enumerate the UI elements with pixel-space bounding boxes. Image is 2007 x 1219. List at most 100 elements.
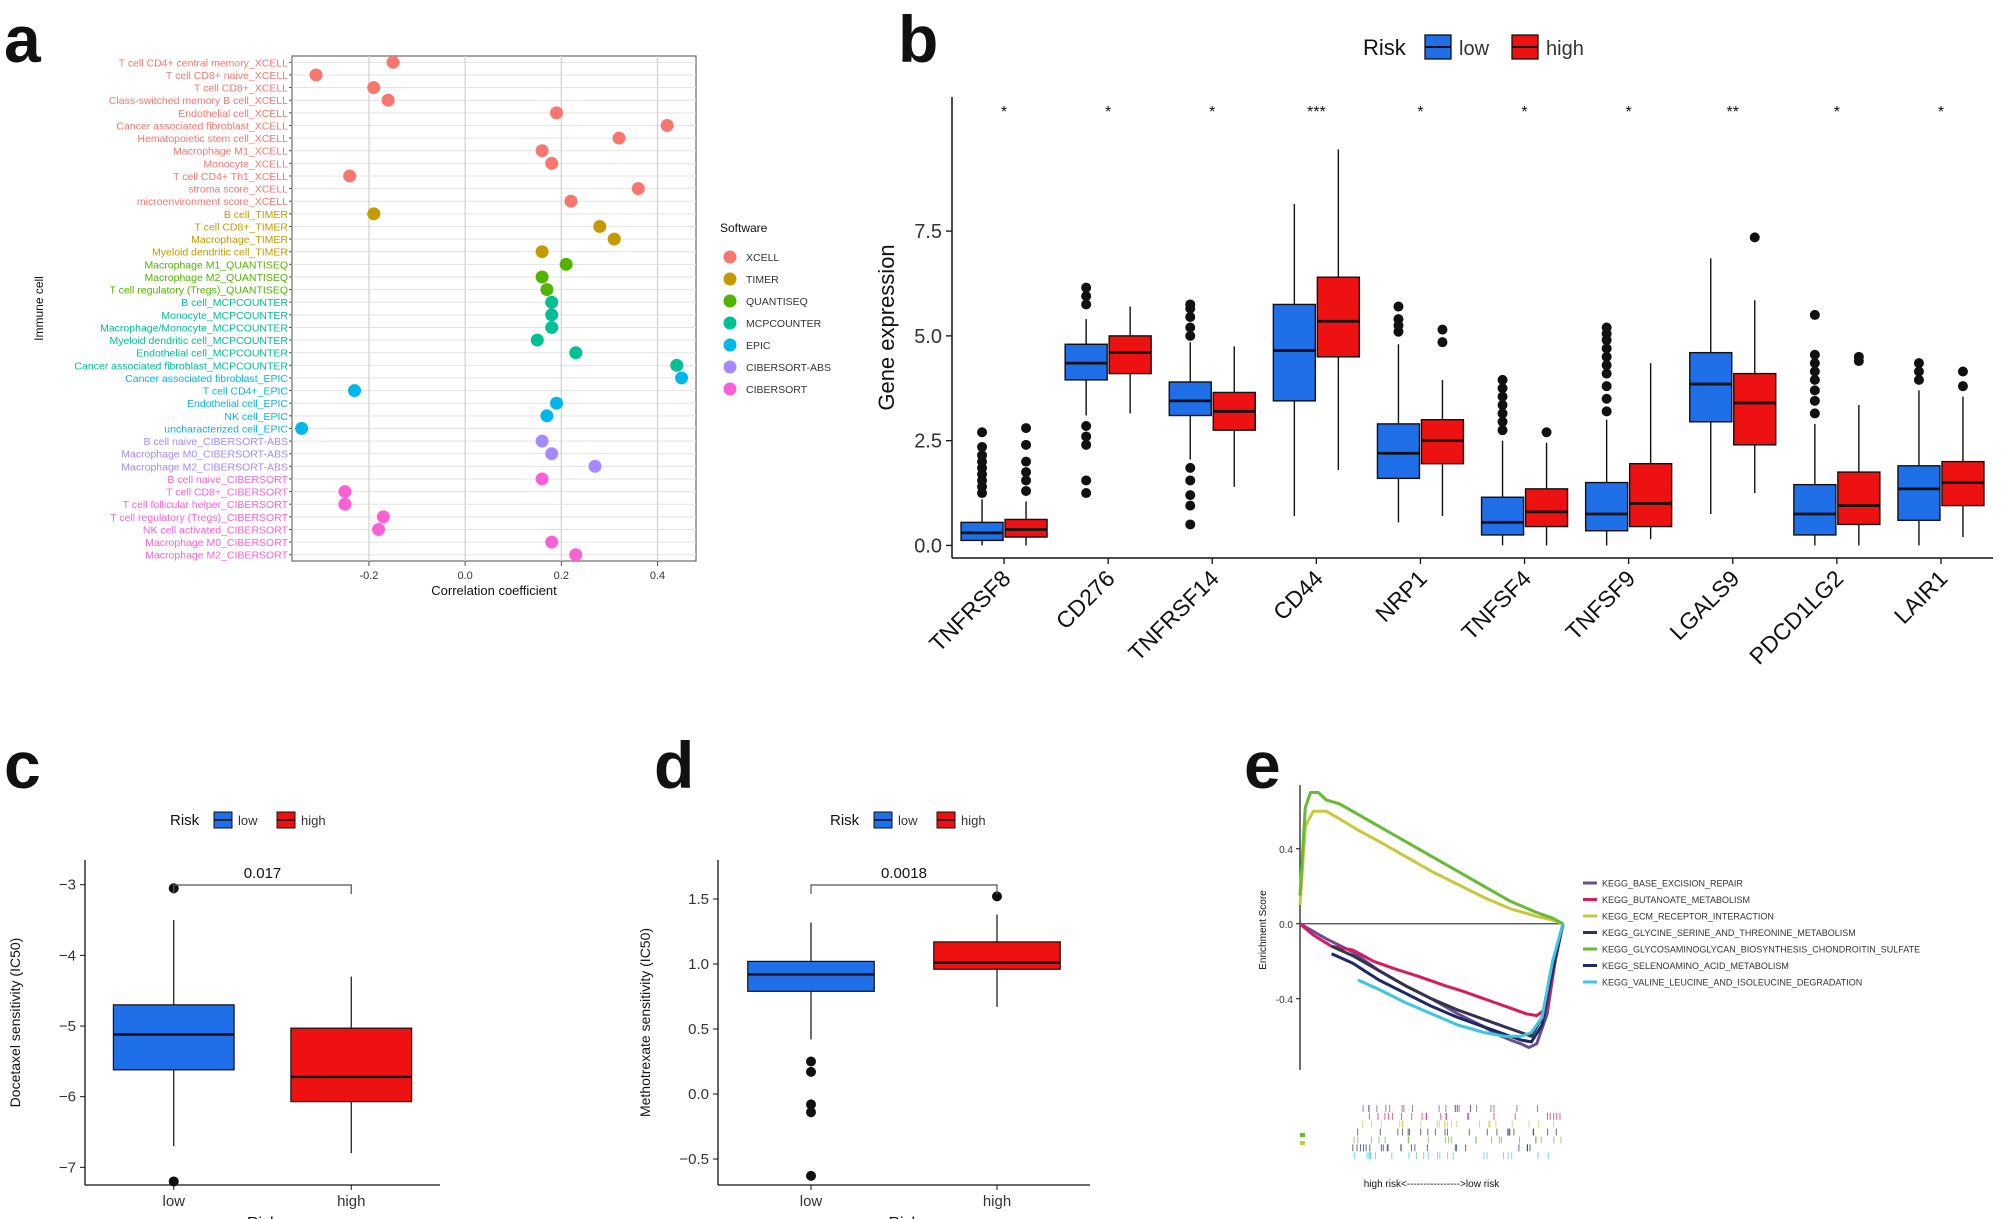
legend-key-high (1511, 34, 1539, 60)
y-tick-label: T cell regulatory (Tregs)_QUANTISEQ (109, 285, 288, 297)
outlier-point (1601, 343, 1612, 354)
legend-key-low (1424, 34, 1452, 60)
outlier-point (1809, 395, 1820, 406)
outlier-point (1809, 358, 1820, 369)
y-tick-label: Macrophage M2_CIBERSORT (145, 550, 288, 562)
data-point (338, 485, 352, 499)
data-point (367, 81, 381, 95)
legend-label: KEGG_GLYCINE_SERINE_AND_THREONINE_METABO… (1602, 928, 1856, 938)
legend-label: TIMER (746, 274, 779, 286)
panel-label-e: e (1244, 728, 1281, 802)
panel-label-c: c (4, 728, 41, 802)
outlier-point (1081, 282, 1092, 293)
outlier-point (1497, 391, 1508, 402)
y-tick-label: 5.0 (914, 326, 942, 348)
y-tick-label: −6 (59, 1089, 76, 1106)
legend-label: low (238, 813, 258, 828)
box (1316, 276, 1361, 358)
y-tick-label: Endothelial cell_EPIC (187, 398, 288, 410)
outlier-point (806, 1056, 816, 1067)
y-tick-label: uncharacterized cell_EPIC (164, 423, 288, 435)
data-point (386, 55, 400, 69)
p-value-label: 0.0018 (881, 865, 927, 882)
y-tick-label: 0.0 (688, 1086, 709, 1103)
x-tick-label: high (983, 1193, 1011, 1210)
outlier-point (1601, 381, 1612, 392)
y-tick-label: B cell_TIMER (224, 209, 289, 221)
outlier-point (1541, 427, 1552, 438)
y-tick-label: −3 (59, 877, 76, 894)
y-tick-label: Macrophage_TIMER (191, 234, 288, 246)
x-tick-label: TNFSF9 (1560, 565, 1640, 645)
y-tick-label: T cell regulatory (Tregs)_CIBERSORT (110, 512, 288, 524)
significance-label: *** (1307, 104, 1326, 121)
legend-label: KEGG_BASE_EXCISION_REPAIR (1602, 879, 1743, 889)
legend-label: high (961, 813, 986, 828)
outlier-point (1749, 232, 1760, 243)
box (1793, 483, 1837, 536)
outlier-point (1021, 423, 1032, 434)
box (747, 960, 875, 992)
box (1480, 496, 1525, 536)
outlier-point (806, 1170, 816, 1181)
data-point (545, 320, 559, 334)
data-point (545, 447, 559, 461)
x-tick-label: low (800, 1193, 823, 1210)
panel-label-b: b (898, 2, 938, 76)
data-point (569, 346, 583, 360)
box (1272, 303, 1317, 402)
y-tick-label: 7.5 (914, 221, 942, 243)
data-point (343, 169, 357, 183)
box (1628, 463, 1673, 528)
box (1584, 481, 1629, 532)
outlier-point (1497, 383, 1508, 394)
legend-label: MCPCOUNTER (746, 318, 822, 330)
data-point (530, 333, 544, 347)
outlier-point (1601, 393, 1612, 404)
data-point (540, 283, 554, 297)
panel-label-a: a (4, 2, 42, 76)
significance-label: * (1938, 104, 1944, 121)
box (1168, 381, 1212, 417)
y-tick-label: 1.5 (688, 891, 709, 908)
significance-label: * (1105, 104, 1111, 121)
panel-e-gsea-plot: -0.4 0.0 0.4 Enrichment Score KEGG_BASE_EXCI… (1258, 785, 1920, 1190)
legend-label: CIBERSORT-ABS (746, 362, 831, 374)
y-tick-label: −0.5 (679, 1151, 709, 1168)
outlier-point (1809, 374, 1820, 385)
data-point (535, 245, 549, 259)
y-tick-label: T cell CD8+ naive_XCELL (166, 70, 288, 82)
y-tick-label: T cell CD4+ central memory_XCELL (119, 57, 288, 69)
legend-swatch (723, 294, 737, 308)
outlier-point (1957, 381, 1968, 392)
outlier-point (1021, 467, 1032, 478)
outlier-point (1601, 360, 1612, 371)
outlier-point (1497, 408, 1508, 419)
significance-label: ** (1727, 104, 1739, 121)
data-point (588, 459, 602, 473)
y-tick-label: Cancer associated fibroblast_XCELL (116, 120, 288, 132)
y-tick-label: NK cell_EPIC (224, 411, 288, 423)
y-axis-title: Docetaxel sensitivity (IC50) (7, 938, 23, 1108)
x-axis-title: high risk<---------------->low risk (1364, 1179, 1501, 1190)
legend-swatch (723, 360, 737, 374)
outlier-point (1021, 485, 1032, 496)
y-axis-title: Methotrexate sensitivity (IC50) (637, 928, 653, 1117)
series-line (1298, 809, 1564, 926)
outlier-point (1081, 488, 1092, 499)
y-tick-label: Macrophage/Monocyte_MCPCOUNTER (100, 322, 288, 334)
legend-label: KEGG_BUTANOATE_METABOLISM (1602, 895, 1750, 905)
y-tick-label: Monocyte_XCELL (203, 158, 288, 170)
outlier-point (1957, 366, 1968, 377)
data-point (607, 232, 621, 246)
data-point (540, 409, 554, 423)
outlier-point (1185, 475, 1196, 486)
hit-marker (1300, 1133, 1305, 1137)
legend-label: KEGG_SELENOAMINO_ACID_METABOLISM (1602, 961, 1789, 971)
significance-label: * (1001, 104, 1007, 121)
y-axis-title: Gene expression (874, 244, 899, 410)
legend-swatch (723, 316, 737, 330)
outlier-point (977, 441, 988, 452)
box (1897, 465, 1941, 521)
y-tick-label: Endothelial cell_MCPCOUNTER (136, 348, 288, 360)
